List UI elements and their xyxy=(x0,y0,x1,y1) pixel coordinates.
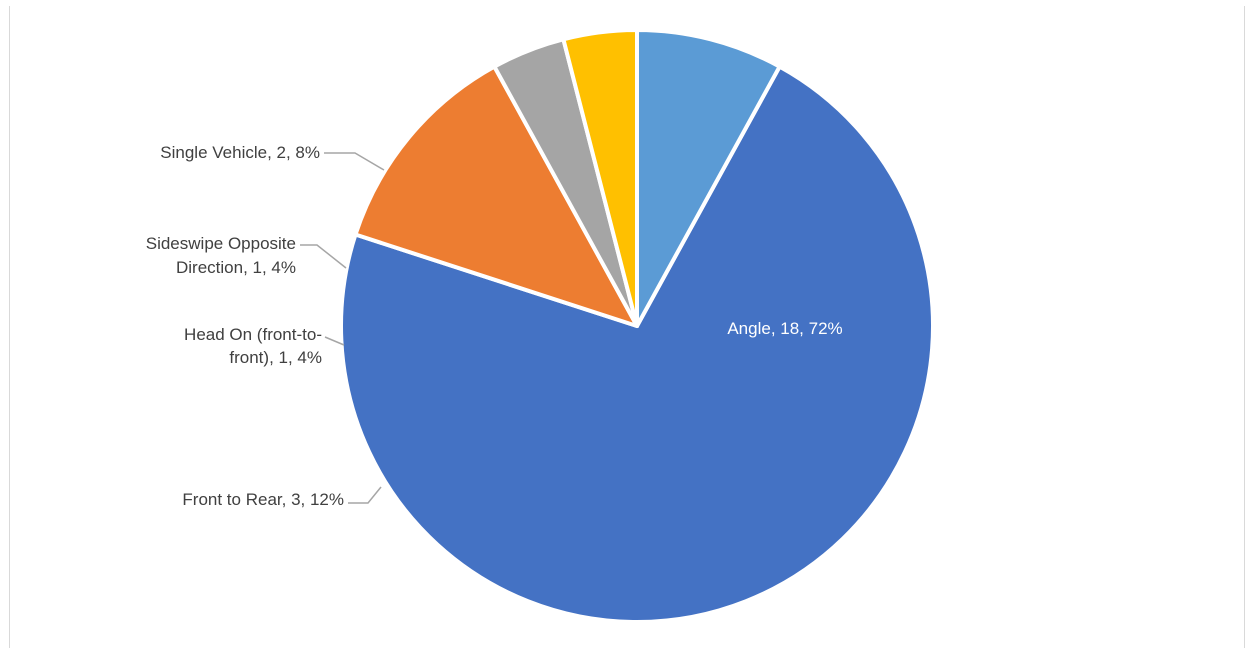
leader-line-front-to-rear xyxy=(348,486,382,504)
data-label-sideswipe-opposite: Sideswipe Opposite xyxy=(146,234,296,253)
data-label-single-vehicle: Single Vehicle, 2, 8% xyxy=(160,143,320,162)
data-label-sideswipe-opposite: Direction, 1, 4% xyxy=(176,258,296,277)
leader-line-sideswipe-opposite xyxy=(300,244,347,269)
data-labels: Angle, 18, 72% Front to Rear, 3, 12% Head … xyxy=(146,143,843,509)
leader-lines xyxy=(300,152,385,504)
data-label-head-on: front), 1, 4% xyxy=(229,348,322,367)
leader-line-single-vehicle xyxy=(324,152,385,171)
pie-slice-front-to-rear xyxy=(353,64,639,328)
pie-slice-angle xyxy=(339,64,935,624)
data-label-head-on: Head On (front-to- xyxy=(184,325,322,344)
pie-slices xyxy=(339,28,935,624)
pie-slice-single-vehicle xyxy=(635,28,782,328)
leader-line-head-on xyxy=(324,336,345,346)
chart-area xyxy=(9,6,1245,648)
data-label-angle: Angle, 18, 72% xyxy=(727,319,842,338)
data-label-front-to-rear: Front to Rear, 3, 12% xyxy=(182,490,344,509)
